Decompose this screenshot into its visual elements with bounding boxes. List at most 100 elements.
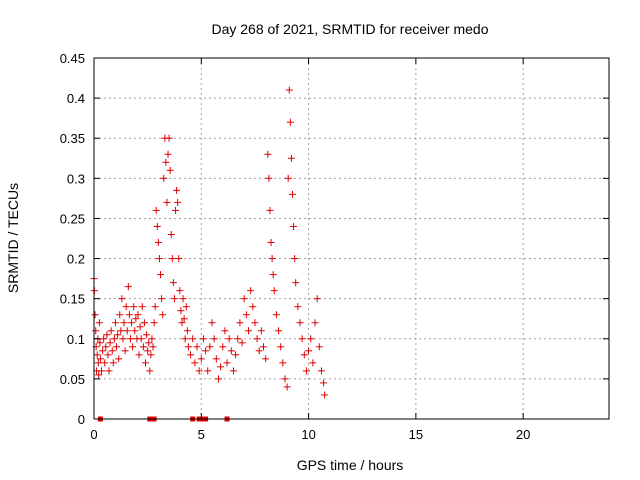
data-point: [173, 186, 181, 194]
data-point: [260, 343, 268, 351]
data-point: [167, 230, 175, 238]
y-tick-label: 0.45: [60, 51, 85, 66]
data-point: [93, 351, 101, 359]
data-point: [268, 255, 276, 263]
data-point: [120, 319, 128, 327]
data-point: [267, 239, 275, 247]
data-point: [135, 351, 143, 359]
data-point: [189, 335, 197, 343]
data-point: [181, 335, 189, 343]
data-point: [147, 351, 155, 359]
data-point: [170, 295, 178, 303]
data-point: [95, 371, 103, 379]
data-point: [132, 315, 140, 323]
data-point: [96, 355, 104, 363]
data-point: [96, 339, 104, 347]
data-point: [174, 198, 182, 206]
data-point: [128, 319, 136, 327]
data-point: [294, 303, 302, 311]
data-point: [103, 331, 111, 339]
data-point: [169, 279, 177, 287]
data-point: [146, 367, 154, 375]
x-tick-label: 5: [198, 427, 205, 442]
data-point: [236, 319, 244, 327]
data-point: [187, 351, 195, 359]
data-point: [164, 150, 172, 158]
data-point: [279, 359, 287, 367]
data-point: [124, 283, 132, 291]
y-tick-label: 0.25: [60, 211, 85, 226]
data-point: [106, 339, 114, 347]
y-tick-label: 0.35: [60, 131, 85, 146]
data-point: [159, 311, 167, 319]
data-point: [275, 327, 283, 335]
y-tick-label: 0.2: [67, 252, 85, 267]
data-point: [309, 359, 317, 367]
data-point: [99, 347, 107, 355]
data-point: [199, 335, 207, 343]
data-point: [219, 343, 227, 351]
data-point: [151, 303, 159, 311]
data-point: [119, 335, 127, 343]
data-point: [292, 279, 300, 287]
data-point: [277, 343, 285, 351]
data-point: [291, 255, 299, 263]
data-point: [178, 319, 186, 327]
data-point: [272, 311, 280, 319]
data-point: [191, 359, 199, 367]
data-point: [285, 86, 293, 94]
data-point: [117, 327, 125, 335]
data-point: [193, 343, 201, 351]
data-point: [109, 359, 117, 367]
data-point: [232, 351, 240, 359]
data-point: [255, 347, 263, 355]
data-point: [91, 311, 99, 319]
data-point: [157, 271, 165, 279]
y-tick-label: 0.05: [60, 372, 85, 387]
data-point: [145, 339, 153, 347]
y-tick-label: 0.15: [60, 292, 85, 307]
data-point: [298, 335, 306, 343]
data-point: [290, 222, 298, 230]
data-point: [284, 174, 292, 182]
data-point: [214, 375, 222, 383]
data-point: [115, 355, 123, 363]
data-point: [100, 335, 108, 343]
points-layer: [90, 86, 329, 422]
data-point: [148, 335, 156, 343]
data-point: [94, 359, 102, 367]
data-point: [102, 343, 110, 351]
data-point: [107, 327, 115, 335]
data-point: [155, 255, 163, 263]
data-point: [138, 303, 146, 311]
data-point: [150, 319, 158, 327]
y-axis-label: SRMTID / TECUs: [5, 183, 21, 293]
data-point: [105, 367, 113, 375]
data-point: [265, 174, 273, 182]
x-tick-label: 0: [90, 427, 97, 442]
data-point: [136, 323, 144, 331]
data-point: [307, 335, 315, 343]
data-point: [296, 319, 304, 327]
x-tick-label: 15: [409, 427, 423, 442]
data-point: [137, 335, 145, 343]
data-point: [114, 331, 122, 339]
data-point: [134, 311, 142, 319]
data-point: [139, 343, 147, 351]
data-point: [286, 118, 294, 126]
data-point: [300, 351, 308, 359]
data-point: [305, 347, 313, 355]
data-point: [130, 303, 138, 311]
data-point: [283, 383, 291, 391]
data-point: [125, 311, 133, 319]
data-point: [184, 343, 192, 351]
data-point: [269, 271, 277, 279]
data-point: [163, 198, 171, 206]
data-point: [183, 327, 191, 335]
data-point: [206, 343, 214, 351]
data-point: [242, 311, 250, 319]
y-tick-label: 0.4: [67, 91, 85, 106]
data-point: [217, 363, 225, 371]
data-point: [126, 335, 134, 343]
